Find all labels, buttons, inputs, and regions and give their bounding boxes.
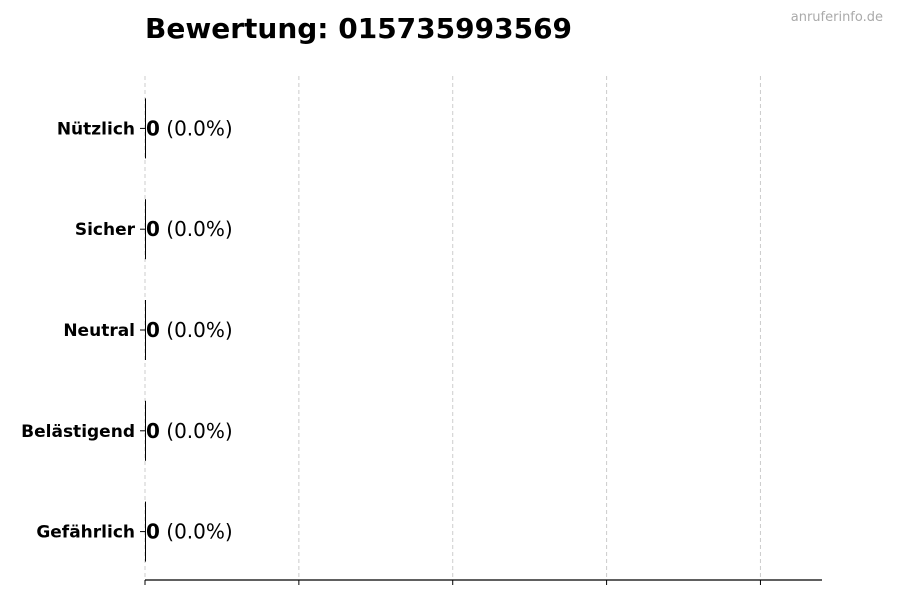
data-label: 0 (0.0%) [146, 217, 233, 241]
data-label: 0 (0.0%) [146, 318, 233, 342]
data-label-percent: (0.0%) [160, 318, 233, 342]
y-tick-label: Sicher [75, 220, 136, 240]
y-tick-label: Gefährlich [36, 523, 135, 543]
y-tick-label: Neutral [63, 321, 135, 341]
data-label-value: 0 [146, 520, 160, 544]
data-label-percent: (0.0%) [160, 520, 233, 544]
bar [145, 300, 146, 360]
data-label-value: 0 [146, 419, 160, 443]
watermark: anruferinfo.de [790, 10, 883, 25]
data-label: 0 (0.0%) [146, 419, 233, 443]
y-tick-label: Belästigend [21, 422, 135, 442]
bar [145, 400, 146, 461]
data-label-percent: (0.0%) [160, 116, 233, 140]
data-label-value: 0 [146, 217, 160, 241]
data-label: 0 (0.0%) [146, 520, 233, 544]
data-label-percent: (0.0%) [160, 419, 233, 443]
y-tick-label: Nützlich [57, 119, 135, 139]
chart-title: Bewertung: 015735993569 [145, 12, 573, 45]
data-label-value: 0 [146, 318, 160, 342]
data-label: 0 (0.0%) [146, 116, 233, 140]
bar [145, 501, 146, 562]
data-label-value: 0 [146, 116, 160, 140]
bar [145, 199, 146, 260]
data-label-percent: (0.0%) [160, 217, 233, 241]
bar [145, 98, 146, 159]
